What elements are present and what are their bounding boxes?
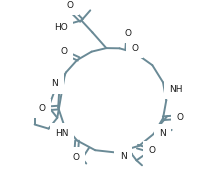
Text: O: O: [66, 1, 73, 10]
Text: HO: HO: [54, 23, 68, 32]
Text: O: O: [73, 153, 80, 162]
Text: O: O: [125, 28, 132, 38]
Text: N: N: [52, 79, 58, 88]
Text: HN: HN: [55, 129, 69, 138]
Text: O: O: [38, 104, 45, 113]
Text: N: N: [120, 152, 126, 161]
Text: O: O: [61, 47, 68, 56]
Text: NH: NH: [169, 85, 182, 94]
Text: O: O: [131, 44, 138, 53]
Text: O: O: [176, 113, 183, 122]
Text: N: N: [159, 130, 166, 138]
Text: O: O: [149, 146, 156, 155]
